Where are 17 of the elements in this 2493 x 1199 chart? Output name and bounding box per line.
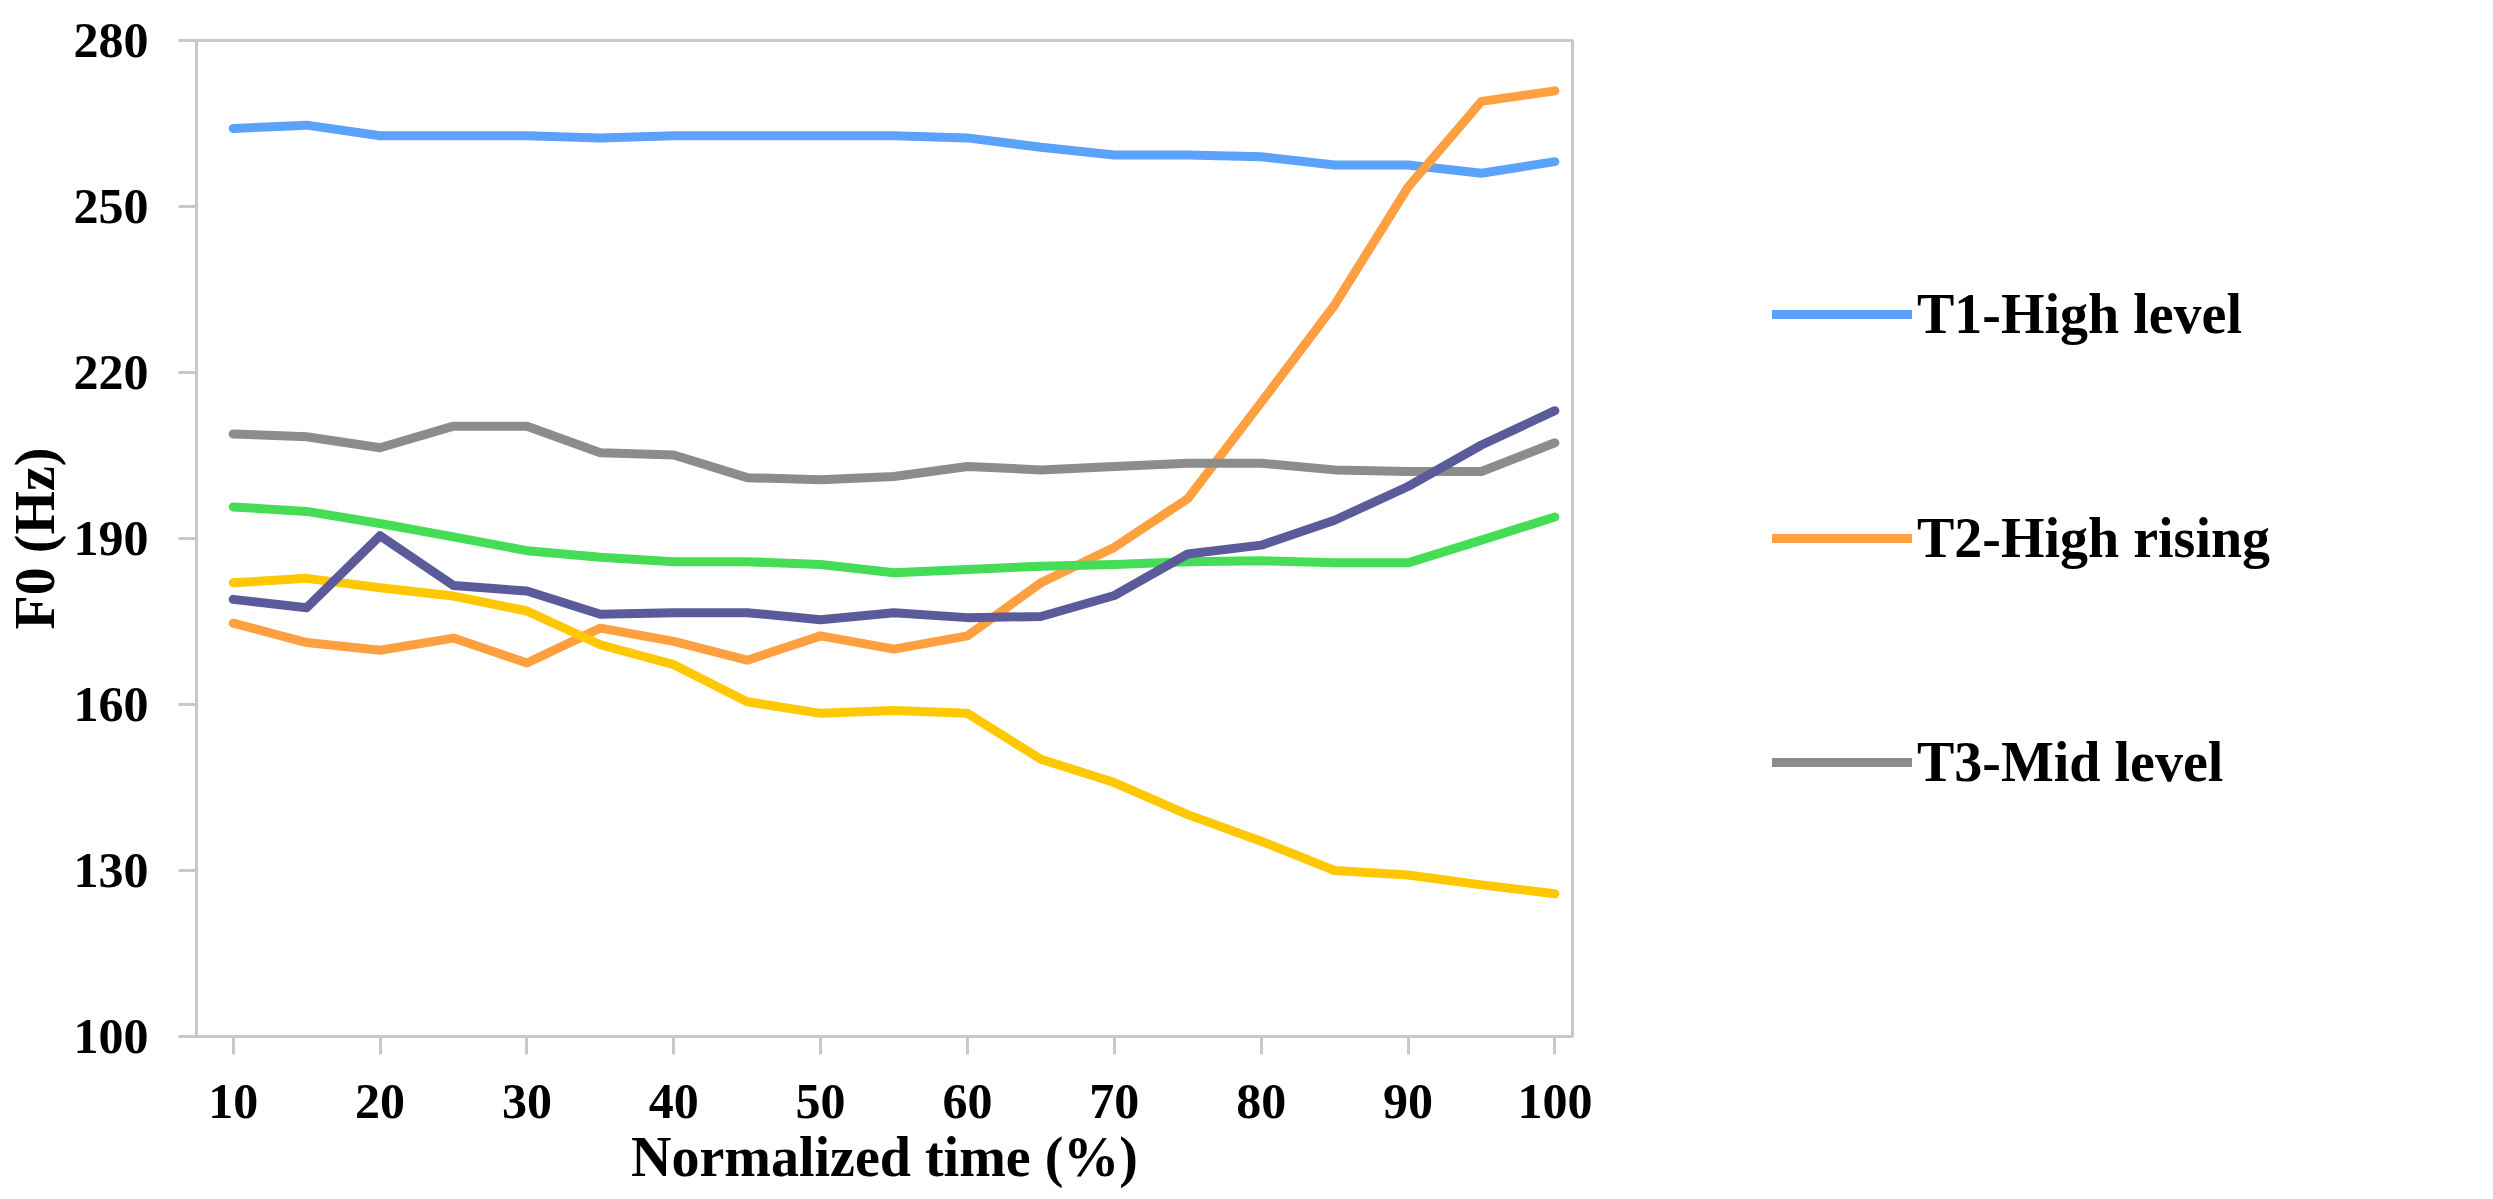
legend-label: T1-High level: [1916, 282, 2243, 346]
y-tick-label: 280: [73, 12, 149, 68]
y-tick-label: 190: [73, 510, 149, 566]
x-tick-label: 100: [1517, 1072, 1593, 1129]
y-tick-label: 160: [73, 676, 149, 732]
x-tick-label: 10: [208, 1072, 259, 1129]
x-tick-label: 90: [1383, 1072, 1434, 1129]
y-axis-title: F0 (Hz): [3, 447, 67, 630]
y-tick-label: 250: [73, 178, 149, 234]
y-tick-label: 220: [73, 344, 149, 400]
legend-label: T3-Mid level: [1916, 730, 2224, 794]
x-tick-label: 20: [355, 1072, 406, 1129]
x-tick-label: 30: [501, 1072, 552, 1129]
y-tick-label: 100: [73, 1008, 149, 1064]
legend-label: T2-High rising: [1916, 506, 2271, 570]
x-tick-label: 80: [1236, 1072, 1287, 1129]
y-tick-label: 130: [73, 842, 149, 898]
